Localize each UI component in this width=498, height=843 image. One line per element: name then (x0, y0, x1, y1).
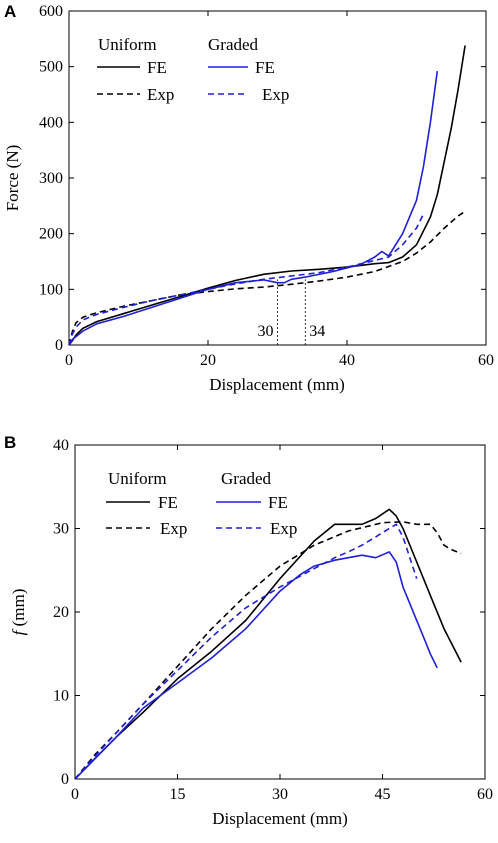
series-graded-fe-line (74, 551, 438, 780)
y-tick-label: 600 (39, 3, 63, 20)
y-tick-label: 0 (55, 337, 63, 354)
x-tick-label: 0 (71, 786, 79, 803)
annotation-label-34: 34 (309, 323, 325, 340)
x-tick-label: 0 (65, 352, 73, 369)
x-tick-label: 40 (339, 352, 355, 369)
x-tick-label: 20 (200, 352, 216, 369)
y-tick-label: 10 (53, 688, 69, 705)
series-uniform-exp-line (74, 520, 462, 780)
panel-a-plot-frame (68, 10, 487, 346)
y-tick-label: 200 (39, 226, 63, 243)
legend-a-uniform-exp-label: Exp (147, 85, 174, 104)
legend-b-uniform-fe-label: FE (158, 493, 178, 512)
panel-a-annotations: 30 34 (258, 279, 325, 345)
panel-b-chart: B 0 15 30 45 60 0 10 20 30 40 Uniform Graded FE F… (4, 433, 493, 828)
x-tick-label: 30 (272, 786, 288, 803)
series-graded-fe-line (68, 70, 439, 346)
panel-a-axis-ticks (68, 10, 487, 346)
legend-b-graded-fe-label: FE (268, 493, 288, 512)
annotation-label-30: 30 (258, 323, 274, 340)
panel-a-x-axis-label: Displacement (mm) (209, 375, 345, 394)
panel-a-series (68, 45, 466, 346)
panel-b-x-axis-label: Displacement (mm) (212, 809, 348, 828)
legend-a-uniform-header: Uniform (98, 35, 157, 54)
panel-a-y-axis-label: Force (N) (3, 145, 22, 212)
y-tick-label: 500 (39, 59, 63, 76)
series-uniform-fe-line (68, 45, 466, 346)
legend-b-graded-exp-label: Exp (270, 519, 297, 538)
series-graded-exp-line (68, 213, 425, 346)
panel-b-tick-labels: 0 15 30 45 60 0 10 20 30 40 (53, 437, 493, 803)
x-tick-label: 15 (170, 786, 186, 803)
panel-b-label: B (4, 433, 16, 452)
legend-b-graded-header: Graded (221, 469, 272, 488)
y-tick-label: 100 (39, 281, 63, 298)
series-uniform-exp-line (68, 210, 466, 346)
y-tick-label: 0 (61, 771, 69, 788)
panel-b-legend: Uniform Graded FE FE Exp Exp (106, 469, 297, 538)
series-uniform-fe-line (74, 508, 462, 780)
series-graded-exp-line (74, 523, 418, 780)
y-tick-label: 40 (53, 437, 69, 454)
y-tick-label: 20 (53, 604, 69, 621)
x-tick-label: 45 (375, 786, 391, 803)
legend-a-graded-exp-label: Exp (262, 85, 289, 104)
x-tick-label: 60 (477, 786, 493, 803)
legend-a-graded-header: Graded (208, 35, 259, 54)
panel-b-series (74, 508, 462, 780)
panel-a-label: A (4, 2, 16, 21)
legend-a-uniform-fe-label: FE (147, 58, 167, 77)
y-tick-label: 400 (39, 114, 63, 131)
x-tick-label: 60 (478, 352, 494, 369)
panel-b-y-axis-label: f (mm) (9, 589, 28, 636)
y-tick-label: 30 (53, 521, 69, 538)
legend-b-uniform-header: Uniform (108, 469, 167, 488)
y-tick-label: 300 (39, 170, 63, 187)
legend-a-graded-fe-label: FE (255, 58, 275, 77)
panel-a-legend: Uniform Graded FE FE Exp Exp (97, 35, 289, 104)
legend-b-uniform-exp-label: Exp (160, 519, 187, 538)
